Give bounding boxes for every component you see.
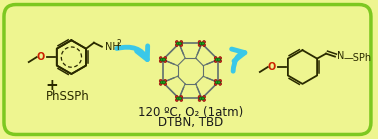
Circle shape — [177, 42, 180, 45]
Text: O: O — [36, 52, 45, 62]
Circle shape — [160, 81, 163, 84]
Circle shape — [159, 57, 162, 60]
Circle shape — [164, 57, 167, 60]
Circle shape — [160, 58, 163, 61]
Circle shape — [218, 81, 220, 84]
Text: +: + — [45, 78, 58, 93]
Circle shape — [179, 42, 182, 45]
Bar — [199, 98, 205, 99]
Bar — [176, 43, 182, 44]
Circle shape — [175, 44, 178, 46]
Circle shape — [214, 57, 217, 60]
Circle shape — [218, 60, 222, 63]
Circle shape — [199, 42, 202, 45]
Circle shape — [215, 81, 218, 84]
Circle shape — [159, 60, 162, 63]
Circle shape — [198, 44, 201, 46]
Text: NH: NH — [105, 42, 119, 52]
Circle shape — [163, 58, 166, 61]
Bar — [199, 43, 205, 44]
Circle shape — [159, 79, 162, 82]
Circle shape — [201, 97, 204, 100]
Text: DTBN, TBD: DTBN, TBD — [158, 116, 223, 129]
Circle shape — [198, 41, 201, 44]
Circle shape — [179, 97, 182, 100]
Text: PhSSPh: PhSSPh — [46, 90, 89, 103]
Circle shape — [201, 42, 204, 45]
Text: N: N — [337, 51, 344, 61]
Circle shape — [218, 82, 222, 85]
Circle shape — [175, 95, 178, 98]
Circle shape — [198, 95, 201, 98]
Circle shape — [163, 81, 166, 84]
Circle shape — [214, 60, 217, 63]
Circle shape — [164, 60, 167, 63]
Text: 120 ºC, O₂ (1atm): 120 ºC, O₂ (1atm) — [138, 106, 243, 119]
Circle shape — [175, 41, 178, 44]
Bar — [215, 59, 221, 60]
Circle shape — [199, 97, 202, 100]
FancyBboxPatch shape — [4, 5, 371, 134]
Circle shape — [175, 98, 178, 101]
Circle shape — [203, 98, 206, 101]
Circle shape — [180, 95, 183, 98]
Circle shape — [180, 41, 183, 44]
Circle shape — [215, 58, 218, 61]
Circle shape — [218, 57, 222, 60]
Circle shape — [203, 41, 206, 44]
Bar — [215, 81, 221, 83]
Circle shape — [203, 95, 206, 98]
Circle shape — [159, 82, 162, 85]
Circle shape — [198, 98, 201, 101]
Bar — [160, 81, 166, 83]
Circle shape — [203, 44, 206, 46]
Bar — [160, 59, 166, 60]
Circle shape — [214, 79, 217, 82]
Circle shape — [214, 82, 217, 85]
Text: O: O — [268, 62, 276, 72]
Circle shape — [164, 82, 167, 85]
Bar — [176, 98, 182, 99]
Circle shape — [218, 79, 222, 82]
Text: 2: 2 — [117, 39, 121, 48]
Circle shape — [180, 44, 183, 46]
Circle shape — [164, 79, 167, 82]
Circle shape — [218, 58, 220, 61]
Circle shape — [177, 97, 180, 100]
Text: —SPh: —SPh — [344, 53, 372, 63]
Circle shape — [180, 98, 183, 101]
